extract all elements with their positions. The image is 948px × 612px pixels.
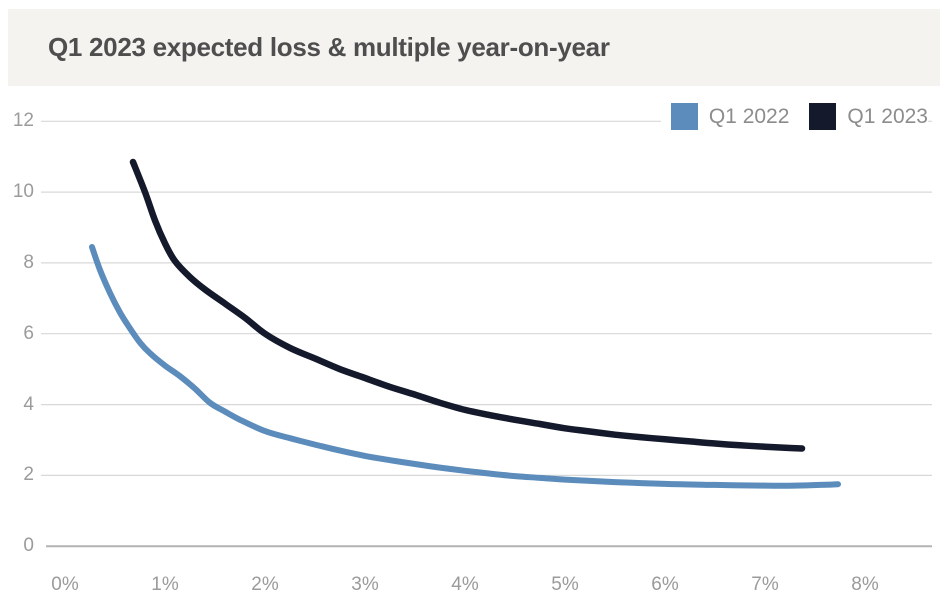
title-band: Q1 2023 expected loss & multiple year-on… bbox=[8, 9, 940, 86]
y-tick-label: 12 bbox=[12, 110, 34, 131]
x-tick-label: 1% bbox=[151, 574, 179, 595]
legend: Q1 2022 Q1 2023 bbox=[660, 103, 928, 130]
legend-item-q1-2022: Q1 2022 bbox=[670, 103, 790, 130]
x-tick-label: 2% bbox=[251, 574, 279, 595]
series-line-q1-2023 bbox=[129, 158, 806, 452]
y-tick-label: 2 bbox=[23, 464, 34, 485]
x-tick-label: 4% bbox=[451, 574, 479, 595]
y-tick-label: 4 bbox=[23, 394, 34, 415]
x-tick-label: 3% bbox=[351, 574, 379, 595]
legend-swatch-q1-2023 bbox=[809, 103, 837, 130]
x-tick-label: 0% bbox=[51, 574, 79, 595]
y-tick-label: 6 bbox=[23, 323, 34, 344]
legend-label-q1-2023: Q1 2023 bbox=[847, 104, 928, 128]
y-tick-label: 8 bbox=[23, 252, 34, 273]
legend-label-q1-2022: Q1 2022 bbox=[708, 104, 790, 128]
y-tick-label: 10 bbox=[12, 181, 34, 202]
x-tick-label: 6% bbox=[651, 574, 679, 595]
series-line-q1-2022 bbox=[89, 244, 841, 489]
y-tick-label: 0 bbox=[23, 535, 34, 556]
x-tick-label: 7% bbox=[751, 574, 779, 595]
legend-swatch-q1-2022 bbox=[670, 103, 698, 130]
chart-title: Q1 2023 expected loss & multiple year-on… bbox=[48, 32, 610, 62]
x-tick-label: 5% bbox=[551, 574, 579, 595]
legend-item-q1-2023: Q1 2023 bbox=[809, 103, 928, 130]
x-tick-label: 8% bbox=[851, 574, 879, 595]
